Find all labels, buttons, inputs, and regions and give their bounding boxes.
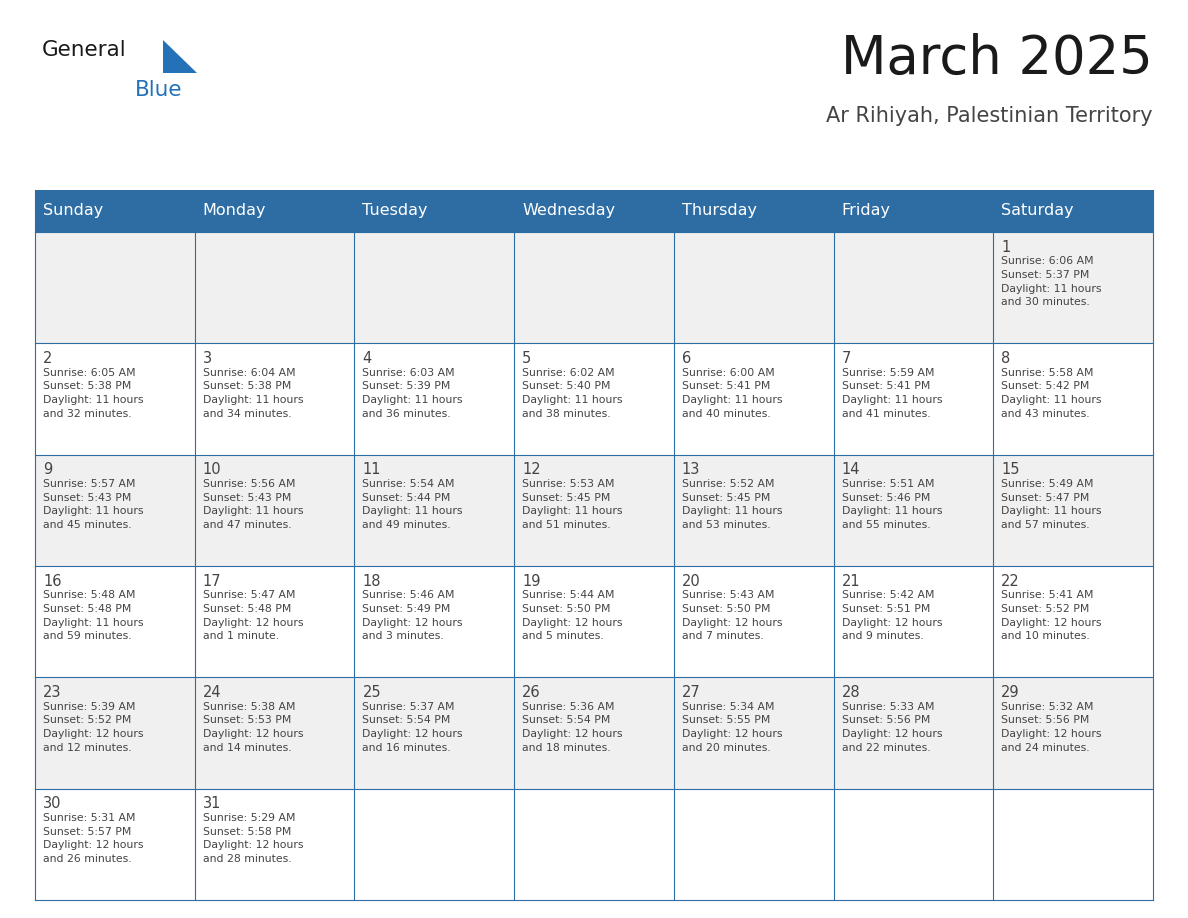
Text: Sunrise: 6:06 AM
Sunset: 5:37 PM
Daylight: 11 hours
and 30 minutes.: Sunrise: 6:06 AM Sunset: 5:37 PM Dayligh… bbox=[1001, 256, 1101, 308]
Text: Sunrise: 6:02 AM
Sunset: 5:40 PM
Daylight: 11 hours
and 38 minutes.: Sunrise: 6:02 AM Sunset: 5:40 PM Dayligh… bbox=[523, 368, 623, 419]
Text: 14: 14 bbox=[841, 463, 860, 477]
Text: 9: 9 bbox=[43, 463, 52, 477]
Text: Sunrise: 5:39 AM
Sunset: 5:52 PM
Daylight: 12 hours
and 12 minutes.: Sunrise: 5:39 AM Sunset: 5:52 PM Dayligh… bbox=[43, 702, 144, 753]
Bar bbox=[34, 343, 1154, 454]
Bar bbox=[195, 190, 354, 232]
Bar bbox=[34, 677, 1154, 789]
Text: Sunrise: 5:49 AM
Sunset: 5:47 PM
Daylight: 11 hours
and 57 minutes.: Sunrise: 5:49 AM Sunset: 5:47 PM Dayligh… bbox=[1001, 479, 1101, 530]
Text: 28: 28 bbox=[841, 685, 860, 700]
Text: 19: 19 bbox=[523, 574, 541, 588]
Text: 2: 2 bbox=[43, 351, 52, 366]
Text: General: General bbox=[42, 40, 127, 60]
Text: 27: 27 bbox=[682, 685, 701, 700]
Text: Ar Rihiyah, Palestinian Territory: Ar Rihiyah, Palestinian Territory bbox=[827, 106, 1154, 126]
Text: Sunrise: 6:04 AM
Sunset: 5:38 PM
Daylight: 11 hours
and 34 minutes.: Sunrise: 6:04 AM Sunset: 5:38 PM Dayligh… bbox=[203, 368, 303, 419]
Text: 30: 30 bbox=[43, 797, 62, 812]
Text: Sunrise: 5:31 AM
Sunset: 5:57 PM
Daylight: 12 hours
and 26 minutes.: Sunrise: 5:31 AM Sunset: 5:57 PM Dayligh… bbox=[43, 813, 144, 864]
Text: Sunrise: 5:54 AM
Sunset: 5:44 PM
Daylight: 11 hours
and 49 minutes.: Sunrise: 5:54 AM Sunset: 5:44 PM Dayligh… bbox=[362, 479, 463, 530]
Text: Sunrise: 5:38 AM
Sunset: 5:53 PM
Daylight: 12 hours
and 14 minutes.: Sunrise: 5:38 AM Sunset: 5:53 PM Dayligh… bbox=[203, 702, 303, 753]
Bar bbox=[34, 232, 1154, 343]
Text: 31: 31 bbox=[203, 797, 221, 812]
Bar bbox=[514, 190, 674, 232]
Text: 5: 5 bbox=[523, 351, 531, 366]
Text: 8: 8 bbox=[1001, 351, 1011, 366]
Text: 18: 18 bbox=[362, 574, 381, 588]
Text: Tuesday: Tuesday bbox=[362, 204, 428, 218]
Text: Sunrise: 5:59 AM
Sunset: 5:41 PM
Daylight: 11 hours
and 41 minutes.: Sunrise: 5:59 AM Sunset: 5:41 PM Dayligh… bbox=[841, 368, 942, 419]
Text: 26: 26 bbox=[523, 685, 541, 700]
Text: Sunrise: 5:44 AM
Sunset: 5:50 PM
Daylight: 12 hours
and 5 minutes.: Sunrise: 5:44 AM Sunset: 5:50 PM Dayligh… bbox=[523, 590, 623, 642]
Text: 15: 15 bbox=[1001, 463, 1019, 477]
Text: 6: 6 bbox=[682, 351, 691, 366]
Text: 21: 21 bbox=[841, 574, 860, 588]
Text: 11: 11 bbox=[362, 463, 381, 477]
Bar bbox=[354, 190, 514, 232]
Text: 1: 1 bbox=[1001, 240, 1011, 255]
Text: March 2025: March 2025 bbox=[841, 33, 1154, 85]
Text: Sunrise: 5:51 AM
Sunset: 5:46 PM
Daylight: 11 hours
and 55 minutes.: Sunrise: 5:51 AM Sunset: 5:46 PM Dayligh… bbox=[841, 479, 942, 530]
Text: Sunrise: 5:36 AM
Sunset: 5:54 PM
Daylight: 12 hours
and 18 minutes.: Sunrise: 5:36 AM Sunset: 5:54 PM Dayligh… bbox=[523, 702, 623, 753]
Text: Sunrise: 5:46 AM
Sunset: 5:49 PM
Daylight: 12 hours
and 3 minutes.: Sunrise: 5:46 AM Sunset: 5:49 PM Dayligh… bbox=[362, 590, 463, 642]
Text: Saturday: Saturday bbox=[1001, 204, 1074, 218]
Text: Sunrise: 5:41 AM
Sunset: 5:52 PM
Daylight: 12 hours
and 10 minutes.: Sunrise: 5:41 AM Sunset: 5:52 PM Dayligh… bbox=[1001, 590, 1101, 642]
Text: Sunrise: 5:43 AM
Sunset: 5:50 PM
Daylight: 12 hours
and 7 minutes.: Sunrise: 5:43 AM Sunset: 5:50 PM Dayligh… bbox=[682, 590, 783, 642]
Text: Blue: Blue bbox=[135, 80, 183, 100]
Text: 23: 23 bbox=[43, 685, 62, 700]
Bar bbox=[34, 454, 1154, 566]
Text: Sunrise: 5:33 AM
Sunset: 5:56 PM
Daylight: 12 hours
and 22 minutes.: Sunrise: 5:33 AM Sunset: 5:56 PM Dayligh… bbox=[841, 702, 942, 753]
Text: 20: 20 bbox=[682, 574, 701, 588]
Text: Sunrise: 5:42 AM
Sunset: 5:51 PM
Daylight: 12 hours
and 9 minutes.: Sunrise: 5:42 AM Sunset: 5:51 PM Dayligh… bbox=[841, 590, 942, 642]
Text: Wednesday: Wednesday bbox=[523, 204, 615, 218]
Bar bbox=[993, 190, 1154, 232]
Bar bbox=[674, 190, 834, 232]
Polygon shape bbox=[163, 40, 197, 73]
Text: Sunrise: 5:29 AM
Sunset: 5:58 PM
Daylight: 12 hours
and 28 minutes.: Sunrise: 5:29 AM Sunset: 5:58 PM Dayligh… bbox=[203, 813, 303, 864]
Text: 17: 17 bbox=[203, 574, 221, 588]
Text: Sunrise: 5:53 AM
Sunset: 5:45 PM
Daylight: 11 hours
and 51 minutes.: Sunrise: 5:53 AM Sunset: 5:45 PM Dayligh… bbox=[523, 479, 623, 530]
Text: Sunrise: 5:37 AM
Sunset: 5:54 PM
Daylight: 12 hours
and 16 minutes.: Sunrise: 5:37 AM Sunset: 5:54 PM Dayligh… bbox=[362, 702, 463, 753]
Text: Sunrise: 5:32 AM
Sunset: 5:56 PM
Daylight: 12 hours
and 24 minutes.: Sunrise: 5:32 AM Sunset: 5:56 PM Dayligh… bbox=[1001, 702, 1101, 753]
Text: 4: 4 bbox=[362, 351, 372, 366]
Text: Sunrise: 6:03 AM
Sunset: 5:39 PM
Daylight: 11 hours
and 36 minutes.: Sunrise: 6:03 AM Sunset: 5:39 PM Dayligh… bbox=[362, 368, 463, 419]
Text: 10: 10 bbox=[203, 463, 221, 477]
Text: Sunrise: 5:34 AM
Sunset: 5:55 PM
Daylight: 12 hours
and 20 minutes.: Sunrise: 5:34 AM Sunset: 5:55 PM Dayligh… bbox=[682, 702, 783, 753]
Text: 13: 13 bbox=[682, 463, 700, 477]
Text: Sunrise: 5:52 AM
Sunset: 5:45 PM
Daylight: 11 hours
and 53 minutes.: Sunrise: 5:52 AM Sunset: 5:45 PM Dayligh… bbox=[682, 479, 783, 530]
Text: Sunrise: 5:47 AM
Sunset: 5:48 PM
Daylight: 12 hours
and 1 minute.: Sunrise: 5:47 AM Sunset: 5:48 PM Dayligh… bbox=[203, 590, 303, 642]
Bar bbox=[34, 566, 1154, 677]
Text: Sunrise: 5:48 AM
Sunset: 5:48 PM
Daylight: 11 hours
and 59 minutes.: Sunrise: 5:48 AM Sunset: 5:48 PM Dayligh… bbox=[43, 590, 144, 642]
Text: Sunrise: 6:05 AM
Sunset: 5:38 PM
Daylight: 11 hours
and 32 minutes.: Sunrise: 6:05 AM Sunset: 5:38 PM Dayligh… bbox=[43, 368, 144, 419]
Bar bbox=[34, 190, 195, 232]
Text: Sunrise: 5:56 AM
Sunset: 5:43 PM
Daylight: 11 hours
and 47 minutes.: Sunrise: 5:56 AM Sunset: 5:43 PM Dayligh… bbox=[203, 479, 303, 530]
Text: 29: 29 bbox=[1001, 685, 1019, 700]
Text: 16: 16 bbox=[43, 574, 62, 588]
Text: 3: 3 bbox=[203, 351, 211, 366]
Bar bbox=[34, 789, 1154, 900]
Text: Sunrise: 5:58 AM
Sunset: 5:42 PM
Daylight: 11 hours
and 43 minutes.: Sunrise: 5:58 AM Sunset: 5:42 PM Dayligh… bbox=[1001, 368, 1101, 419]
Text: Sunrise: 6:00 AM
Sunset: 5:41 PM
Daylight: 11 hours
and 40 minutes.: Sunrise: 6:00 AM Sunset: 5:41 PM Dayligh… bbox=[682, 368, 783, 419]
Text: 12: 12 bbox=[523, 463, 541, 477]
Bar bbox=[834, 190, 993, 232]
Text: 24: 24 bbox=[203, 685, 221, 700]
Text: Sunday: Sunday bbox=[43, 204, 103, 218]
Text: Friday: Friday bbox=[841, 204, 891, 218]
Text: Monday: Monday bbox=[203, 204, 266, 218]
Text: Thursday: Thursday bbox=[682, 204, 757, 218]
Text: 7: 7 bbox=[841, 351, 851, 366]
Text: Sunrise: 5:57 AM
Sunset: 5:43 PM
Daylight: 11 hours
and 45 minutes.: Sunrise: 5:57 AM Sunset: 5:43 PM Dayligh… bbox=[43, 479, 144, 530]
Text: 25: 25 bbox=[362, 685, 381, 700]
Text: 22: 22 bbox=[1001, 574, 1020, 588]
